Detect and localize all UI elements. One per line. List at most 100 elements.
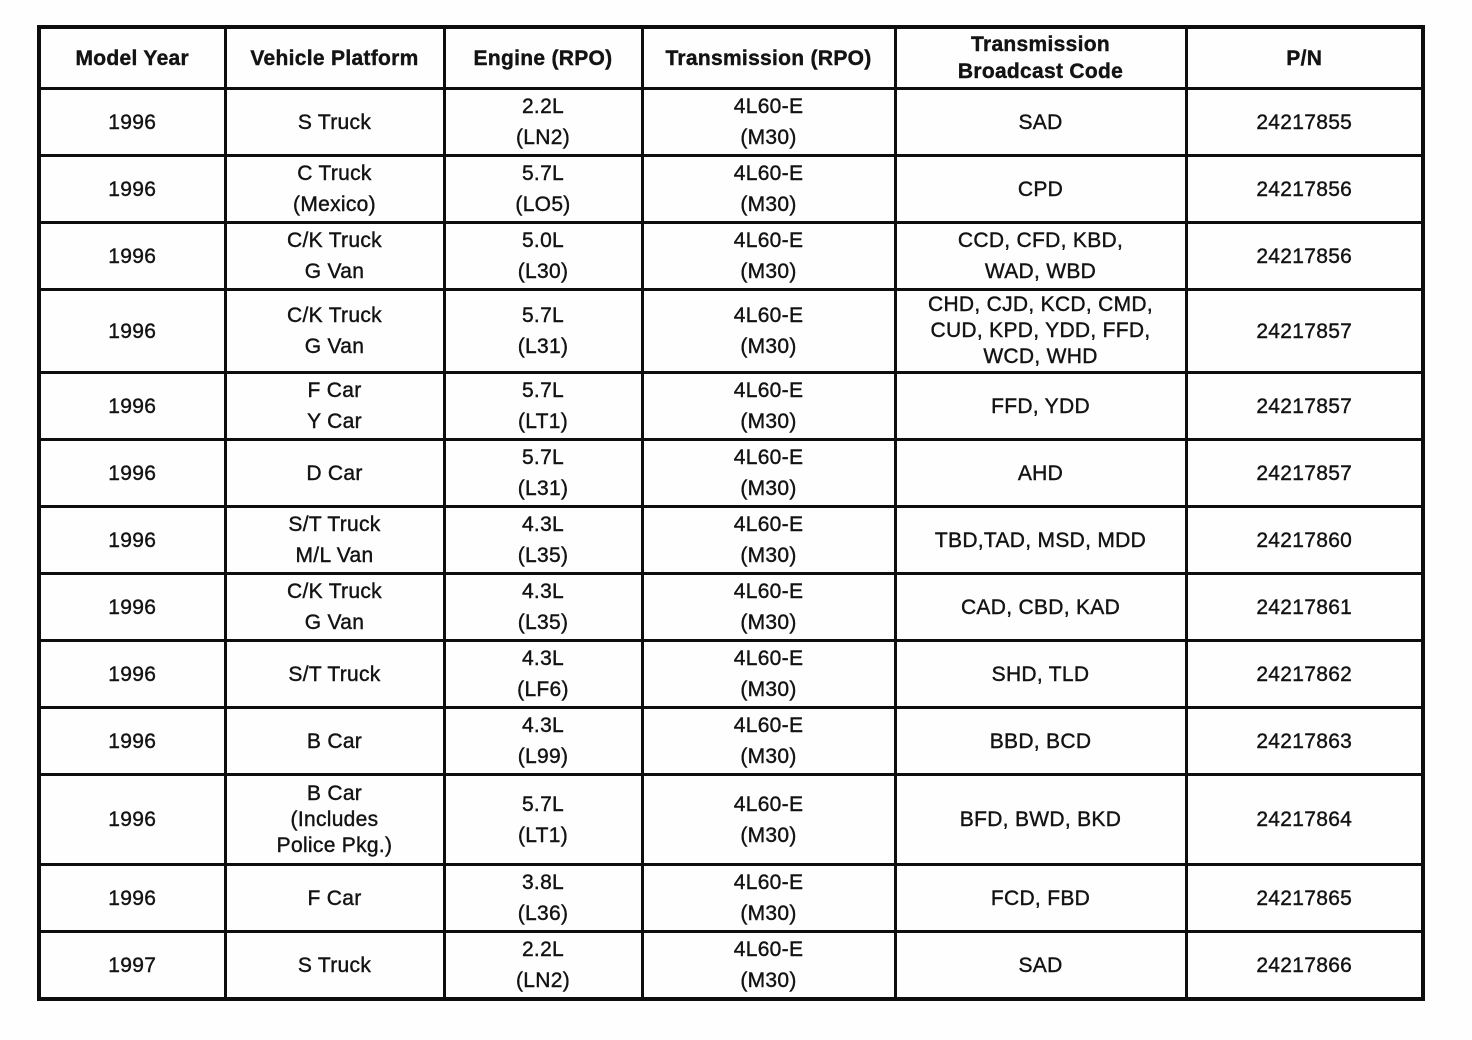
cell-model-year: 1997 — [37, 930, 227, 1001]
cell-broadcast-code: CAD, CBD, KAD — [893, 572, 1188, 642]
cell-vehicle-platform: B Car — [223, 706, 446, 776]
cell-model-year: 1996 — [37, 87, 227, 157]
cell-engine-rpo: 4.3L (L35) — [442, 505, 644, 575]
cell-model-year: 1996 — [37, 863, 227, 933]
cell-broadcast-code: TBD,TAD, MSD, MDD — [893, 505, 1188, 575]
cell-model-year: 1996 — [37, 706, 227, 776]
cell-pn: 24217865 — [1184, 863, 1425, 933]
cell-pn: 24217864 — [1184, 773, 1425, 866]
cell-broadcast-code: CHD, CJD, KCD, CMD, CUD, KPD, YDD, FFD, … — [893, 288, 1188, 374]
cell-engine-rpo: 5.7L (LO5) — [442, 154, 644, 224]
column-header-broadcast-code: Transmission Broadcast Code — [893, 25, 1188, 90]
cell-engine-rpo: 2.2L (LN2) — [442, 930, 644, 1001]
cell-transmission-rpo: 4L60-E (M30) — [640, 930, 897, 1001]
cell-broadcast-code: SAD — [893, 87, 1188, 157]
cell-engine-rpo: 5.7L (LT1) — [442, 371, 644, 441]
table-header-row: Model Year Vehicle Platform Engine (RPO)… — [37, 25, 1425, 90]
cell-broadcast-code: BBD, BCD — [893, 706, 1188, 776]
table-row: 1996 C Truck (Mexico) 5.7L (LO5) 4L60-E … — [37, 154, 1425, 224]
cell-transmission-rpo: 4L60-E (M30) — [640, 438, 897, 508]
cell-pn: 24217855 — [1184, 87, 1425, 157]
table-row: 1996 C/K Truck G Van 5.0L (L30) 4L60-E (… — [37, 221, 1425, 291]
cell-transmission-rpo: 4L60-E (M30) — [640, 572, 897, 642]
cell-vehicle-platform: C/K Truck G Van — [223, 221, 446, 291]
cell-engine-rpo: 4.3L (LF6) — [442, 639, 644, 709]
cell-vehicle-platform: C Truck (Mexico) — [223, 154, 446, 224]
cell-pn: 24217861 — [1184, 572, 1425, 642]
cell-model-year: 1996 — [37, 505, 227, 575]
cell-engine-rpo: 5.7L (L31) — [442, 288, 644, 374]
cell-model-year: 1996 — [37, 438, 227, 508]
table-row: 1996 D Car 5.7L (L31) 4L60-E (M30) AHD 2… — [37, 438, 1425, 508]
cell-model-year: 1996 — [37, 371, 227, 441]
cell-engine-rpo: 5.7L (L31) — [442, 438, 644, 508]
cell-engine-rpo: 4.3L (L99) — [442, 706, 644, 776]
table-row: 1996 B Car (Includes Police Pkg.) 5.7L (… — [37, 773, 1425, 866]
cell-pn: 24217857 — [1184, 288, 1425, 374]
cell-engine-rpo: 5.0L (L30) — [442, 221, 644, 291]
cell-vehicle-platform: C/K Truck G Van — [223, 288, 446, 374]
cell-model-year: 1996 — [37, 154, 227, 224]
cell-transmission-rpo: 4L60-E (M30) — [640, 706, 897, 776]
cell-pn: 24217856 — [1184, 154, 1425, 224]
cell-pn: 24217862 — [1184, 639, 1425, 709]
cell-engine-rpo: 2.2L (LN2) — [442, 87, 644, 157]
cell-vehicle-platform: B Car (Includes Police Pkg.) — [223, 773, 446, 866]
table-row: 1996 S/T Truck M/L Van 4.3L (L35) 4L60-E… — [37, 505, 1425, 575]
cell-transmission-rpo: 4L60-E (M30) — [640, 288, 897, 374]
cell-transmission-rpo: 4L60-E (M30) — [640, 371, 897, 441]
cell-vehicle-platform: F Car — [223, 863, 446, 933]
cell-model-year: 1996 — [37, 639, 227, 709]
cell-pn: 24217866 — [1184, 930, 1425, 1001]
table-row: 1996 B Car 4.3L (L99) 4L60-E (M30) BBD, … — [37, 706, 1425, 776]
cell-broadcast-code: CCD, CFD, KBD, WAD, WBD — [893, 221, 1188, 291]
cell-engine-rpo: 5.7L (LT1) — [442, 773, 644, 866]
cell-vehicle-platform: F Car Y Car — [223, 371, 446, 441]
cell-transmission-rpo: 4L60-E (M30) — [640, 863, 897, 933]
cell-pn: 24217860 — [1184, 505, 1425, 575]
column-header-model-year: Model Year — [37, 25, 227, 90]
cell-transmission-rpo: 4L60-E (M30) — [640, 87, 897, 157]
cell-broadcast-code: CPD — [893, 154, 1188, 224]
cell-pn: 24217863 — [1184, 706, 1425, 776]
table-row: 1996 C/K Truck G Van 4.3L (L35) 4L60-E (… — [37, 572, 1425, 642]
cell-model-year: 1996 — [37, 288, 227, 374]
cell-pn: 24217857 — [1184, 371, 1425, 441]
table-row: 1996 F Car Y Car 5.7L (LT1) 4L60-E (M30)… — [37, 371, 1425, 441]
column-header-pn: P/N — [1184, 25, 1425, 90]
column-header-transmission-rpo: Transmission (RPO) — [640, 25, 897, 90]
cell-vehicle-platform: S Truck — [223, 930, 446, 1001]
cell-model-year: 1996 — [37, 221, 227, 291]
cell-transmission-rpo: 4L60-E (M30) — [640, 639, 897, 709]
cell-broadcast-code: SAD — [893, 930, 1188, 1001]
cell-broadcast-code: FFD, YDD — [893, 371, 1188, 441]
cell-transmission-rpo: 4L60-E (M30) — [640, 154, 897, 224]
table-row: 1996 S Truck 2.2L (LN2) 4L60-E (M30) SAD… — [37, 87, 1425, 157]
cell-vehicle-platform: D Car — [223, 438, 446, 508]
cell-model-year: 1996 — [37, 773, 227, 866]
transmission-application-table: Model Year Vehicle Platform Engine (RPO)… — [37, 25, 1425, 1001]
cell-engine-rpo: 4.3L (L35) — [442, 572, 644, 642]
cell-broadcast-code: BFD, BWD, BKD — [893, 773, 1188, 866]
cell-broadcast-code: AHD — [893, 438, 1188, 508]
cell-vehicle-platform: C/K Truck G Van — [223, 572, 446, 642]
cell-transmission-rpo: 4L60-E (M30) — [640, 773, 897, 866]
cell-model-year: 1996 — [37, 572, 227, 642]
cell-vehicle-platform: S Truck — [223, 87, 446, 157]
cell-broadcast-code: FCD, FBD — [893, 863, 1188, 933]
table-row: 1996 F Car 3.8L (L36) 4L60-E (M30) FCD, … — [37, 863, 1425, 933]
cell-engine-rpo: 3.8L (L36) — [442, 863, 644, 933]
cell-broadcast-code: SHD, TLD — [893, 639, 1188, 709]
column-header-engine-rpo: Engine (RPO) — [442, 25, 644, 90]
cell-pn: 24217856 — [1184, 221, 1425, 291]
cell-vehicle-platform: S/T Truck — [223, 639, 446, 709]
cell-vehicle-platform: S/T Truck M/L Van — [223, 505, 446, 575]
column-header-vehicle-platform: Vehicle Platform — [223, 25, 446, 90]
table-row: 1996 C/K Truck G Van 5.7L (L31) 4L60-E (… — [37, 288, 1425, 374]
cell-pn: 24217857 — [1184, 438, 1425, 508]
cell-transmission-rpo: 4L60-E (M30) — [640, 221, 897, 291]
table-row: 1996 S/T Truck 4.3L (LF6) 4L60-E (M30) S… — [37, 639, 1425, 709]
cell-transmission-rpo: 4L60-E (M30) — [640, 505, 897, 575]
table-row: 1997 S Truck 2.2L (LN2) 4L60-E (M30) SAD… — [37, 930, 1425, 1001]
